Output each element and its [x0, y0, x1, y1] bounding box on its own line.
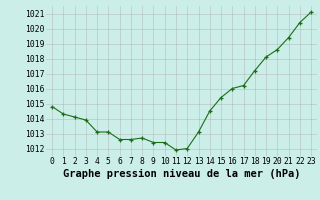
X-axis label: Graphe pression niveau de la mer (hPa): Graphe pression niveau de la mer (hPa) — [63, 169, 300, 179]
